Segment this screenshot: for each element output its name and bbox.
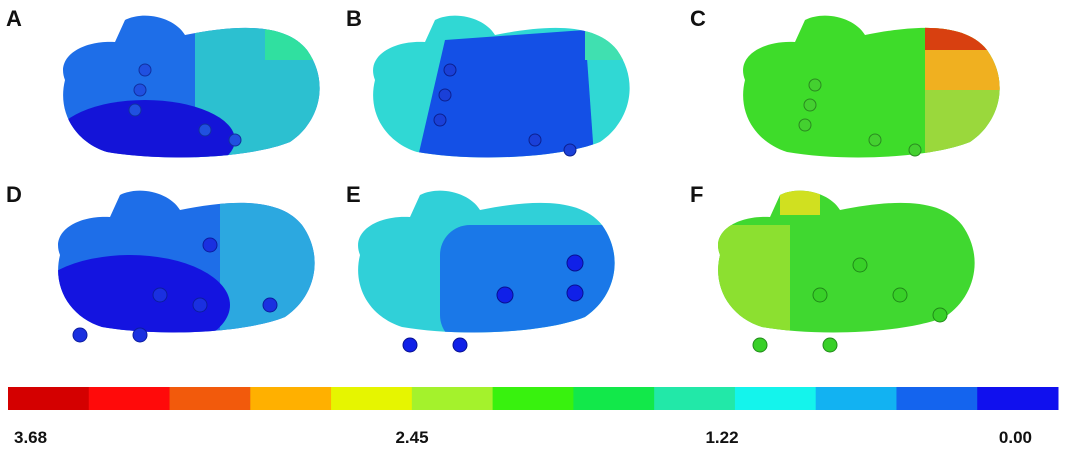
colorbar-segment [977,387,1059,410]
model-c [743,15,1000,158]
panel-label: E [346,182,361,207]
model-f [718,190,975,353]
colorbar-segment [250,387,332,410]
panel-label: D [6,182,22,207]
model-e [358,190,615,353]
colorbar-segment [573,387,655,410]
model-b [373,15,630,158]
colorbar-segment [169,387,251,410]
colorbar-segment [654,387,736,410]
panels [58,15,1000,353]
colorbar: 3.68 2.45 1.22 0.00 [8,387,1059,447]
panel-label: B [346,6,362,31]
model-a [63,15,320,158]
panel-label: A [6,6,22,31]
colorbar-label: 3.68 [14,428,47,447]
colorbar-segment [88,387,171,410]
colorbar-segment [734,387,817,410]
colorbar-segment [815,387,897,410]
colorbar-label: 2.45 [395,428,428,447]
colorbar-label: 0.00 [999,428,1032,447]
colorbar-segment [8,387,90,410]
panel-label: C [690,6,706,31]
model-d [58,190,315,343]
colorbar-segment [896,387,978,410]
colorbar-label: 1.22 [705,428,738,447]
colorbar-segment [331,387,413,410]
colorbar-segment [411,387,494,410]
panel-label: F [690,182,703,207]
colorbar-segment [492,387,574,410]
